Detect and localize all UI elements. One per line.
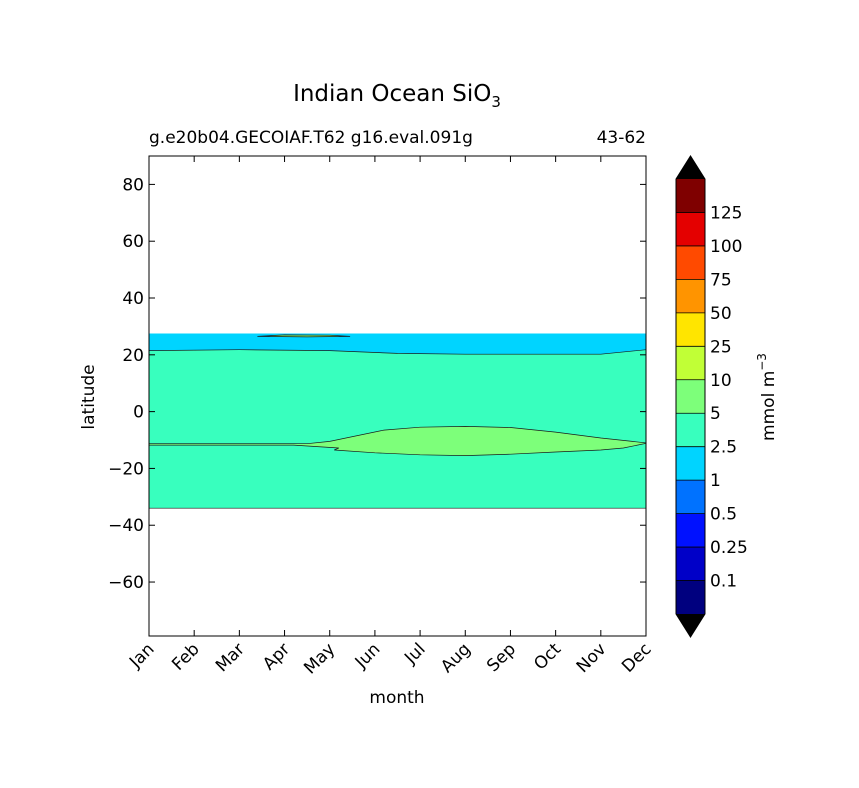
chart-title-main: Indian Ocean SiO bbox=[293, 81, 491, 107]
colorbar-segment bbox=[676, 179, 705, 213]
colorbar-label-main: mmol m bbox=[759, 371, 779, 441]
x-tick-label: Apr bbox=[259, 639, 294, 674]
colorbar-tick-label: 100 bbox=[710, 237, 742, 257]
colorbar-segment bbox=[676, 346, 705, 380]
colorbar-tick-label: 2.5 bbox=[710, 438, 737, 458]
contour-region-5-10 bbox=[257, 334, 351, 338]
chart-subtitle-left: g.e20b04.GECOIAF.T62 g16.eval.091g bbox=[149, 128, 473, 148]
y-tick-label: −20 bbox=[108, 459, 144, 479]
colorbar: 0.1 0.25 0.5 1 2.5 5 10 25 50 75 100 125 bbox=[675, 155, 748, 638]
y-tick-label: −60 bbox=[108, 573, 144, 593]
x-tick-label: Sep bbox=[483, 639, 520, 676]
x-tick-label: Nov bbox=[573, 639, 611, 677]
colorbar-tick-label: 0.25 bbox=[710, 538, 748, 558]
x-tick-label: Oct bbox=[530, 639, 565, 674]
x-tick-label: Jul bbox=[400, 639, 429, 668]
colorbar-segment bbox=[676, 547, 705, 581]
colorbar-segment bbox=[676, 480, 705, 514]
colorbar-tick-label: 5 bbox=[710, 404, 721, 424]
colorbar-segment bbox=[676, 513, 705, 548]
colorbar-segment bbox=[676, 245, 705, 280]
colorbar-tick-label: 10 bbox=[710, 371, 732, 391]
y-axis: 80 60 40 20 0 −20 −40 −60 bbox=[108, 175, 646, 593]
x-tick-label: Feb bbox=[168, 639, 203, 674]
x-tick-label: Mar bbox=[212, 639, 249, 676]
colorbar-tick-label: 0.5 bbox=[710, 505, 737, 525]
colorbar-outline bbox=[675, 155, 706, 638]
colorbar-tick-label: 75 bbox=[710, 270, 732, 290]
colorbar-under-arrow bbox=[676, 614, 705, 637]
colorbar-segment bbox=[676, 446, 705, 481]
colorbar-segment bbox=[676, 580, 705, 614]
colorbar-label: mmol m−3 bbox=[755, 353, 779, 441]
colorbar-tick-label: 50 bbox=[710, 304, 732, 324]
y-tick-label: 60 bbox=[122, 232, 144, 252]
colorbar-segment bbox=[676, 312, 705, 347]
colorbar-segment bbox=[676, 279, 705, 313]
colorbar-over-arrow bbox=[676, 156, 705, 179]
colorbar-segment bbox=[676, 413, 705, 447]
colorbar-segment bbox=[676, 379, 705, 414]
colorbar-tick-label: 0.1 bbox=[710, 572, 737, 592]
colorbar-segment bbox=[676, 212, 705, 246]
chart-subtitle-right: 43-62 bbox=[597, 128, 646, 148]
colorbar-label-superscript: −3 bbox=[755, 353, 769, 371]
y-tick-label: 40 bbox=[122, 289, 144, 309]
chart-title: Indian Ocean SiO3 bbox=[293, 81, 501, 111]
x-tick-label: Jun bbox=[351, 639, 385, 673]
colorbar-tick-label: 125 bbox=[710, 203, 742, 223]
x-tick-label: Jan bbox=[125, 639, 158, 672]
x-axis-label: month bbox=[369, 688, 424, 708]
y-tick-label: 0 bbox=[133, 403, 144, 423]
colorbar-tick-label: 25 bbox=[710, 337, 732, 357]
x-tick-label: Dec bbox=[618, 639, 655, 676]
y-tick-label: 20 bbox=[122, 346, 144, 366]
x-tick-label: Aug bbox=[437, 639, 475, 677]
colorbar-tick-label: 1 bbox=[710, 471, 721, 491]
x-tick-label: May bbox=[300, 639, 339, 678]
y-tick-label: 80 bbox=[122, 175, 144, 195]
y-axis-label: latitude bbox=[79, 364, 99, 429]
plot-area bbox=[148, 333, 647, 509]
y-tick-label: −40 bbox=[108, 516, 144, 536]
plot-frame bbox=[148, 155, 647, 637]
chart-title-subscript: 3 bbox=[491, 93, 501, 111]
